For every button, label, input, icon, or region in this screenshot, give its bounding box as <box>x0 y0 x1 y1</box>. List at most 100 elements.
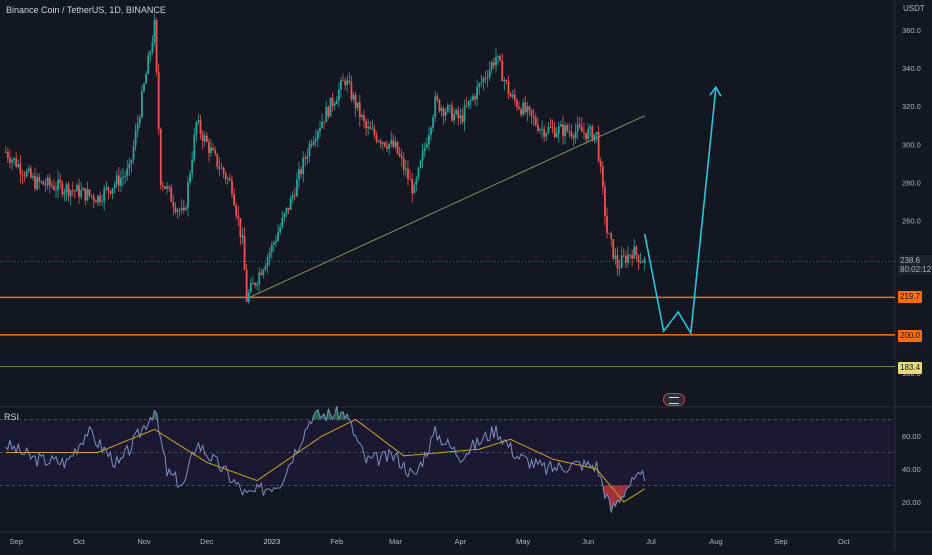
candle-body <box>90 195 93 197</box>
candle-body <box>293 195 296 197</box>
replay-badge-icon[interactable] <box>663 393 685 406</box>
candle-body <box>272 242 275 245</box>
candle-body <box>247 292 250 302</box>
candle-body <box>392 140 395 147</box>
candle-body <box>145 74 147 84</box>
candle-body <box>432 117 435 128</box>
time-tick-label: May <box>516 537 530 546</box>
candle-body <box>555 133 558 137</box>
candle-body <box>205 135 208 142</box>
bottom-level-tag: 183.4 <box>898 362 923 374</box>
candle-body <box>373 128 376 136</box>
candle-body <box>444 111 447 116</box>
candle-body <box>440 108 443 112</box>
candle-body <box>304 157 307 159</box>
candle-body <box>553 127 556 137</box>
candle-body <box>71 190 74 192</box>
candle-body <box>371 128 374 130</box>
candle-body <box>532 115 535 118</box>
candle-body <box>627 254 629 263</box>
candle-body <box>298 169 300 180</box>
time-tick-label: Nov <box>137 537 151 546</box>
candle-body <box>415 178 418 185</box>
candle-body <box>191 159 194 174</box>
candle-body <box>331 97 334 106</box>
candle-body <box>545 133 548 137</box>
candle-body <box>103 188 106 202</box>
candle-body <box>316 131 319 139</box>
candle-body <box>189 173 191 183</box>
candle-body <box>130 159 133 164</box>
candle-body <box>155 19 158 72</box>
candle-body <box>262 269 265 275</box>
candle-body <box>182 207 185 210</box>
candle-body <box>69 190 72 197</box>
support-upper-tag: 219.7 <box>898 291 923 303</box>
candle-body <box>176 209 179 212</box>
candle-body <box>258 272 261 285</box>
candle-body <box>560 124 562 127</box>
candle-body <box>107 187 110 191</box>
candle-body <box>210 147 212 153</box>
candle-body <box>9 158 11 163</box>
trend-line <box>246 115 645 300</box>
candle-body <box>344 80 347 86</box>
candle-body <box>342 80 344 81</box>
candle-body <box>270 244 273 253</box>
candle-body <box>153 19 156 43</box>
candle-body <box>551 127 554 129</box>
candle-body <box>381 142 384 144</box>
candle-body <box>216 153 219 167</box>
candle-body <box>134 130 137 147</box>
candle-body <box>335 100 338 104</box>
candle-body <box>637 255 640 263</box>
candle-body <box>409 178 411 180</box>
candle-body <box>197 120 200 123</box>
candle-body <box>641 261 644 263</box>
time-tick-label: Apr <box>455 537 467 546</box>
candle-body <box>337 89 340 101</box>
candle-body <box>547 127 550 134</box>
candle-body <box>566 125 569 132</box>
candle-body <box>394 141 397 147</box>
candle-body <box>245 269 248 302</box>
candle-body <box>528 106 531 110</box>
candle-body <box>44 184 47 186</box>
candle-body <box>80 190 83 198</box>
candle-body <box>143 83 145 92</box>
price-tick-label: 360.0 <box>902 26 921 35</box>
candle-body <box>105 187 108 189</box>
candle-body <box>172 201 175 208</box>
candle-body <box>518 107 520 110</box>
candle-body <box>111 188 114 194</box>
candle-body <box>101 201 103 203</box>
candle-body <box>27 168 30 172</box>
candle-body <box>239 217 242 238</box>
candle-body <box>147 55 150 75</box>
candle-body <box>428 134 430 145</box>
candle-body <box>157 71 160 130</box>
candle-body <box>260 272 263 275</box>
rsi-ma-line <box>5 418 645 503</box>
candle-body <box>220 167 223 169</box>
candle-body <box>228 178 231 181</box>
candle-body <box>212 147 215 151</box>
candle-body <box>4 151 7 153</box>
projection-arrow-head <box>709 85 722 97</box>
candle-body <box>57 179 60 190</box>
candle-body <box>117 175 120 186</box>
candle-body <box>534 117 537 125</box>
candle-body <box>283 213 286 218</box>
candle-body <box>400 155 403 159</box>
candle-body <box>78 185 80 198</box>
candle-body <box>308 143 311 157</box>
candle-body <box>53 186 55 190</box>
candle-body <box>287 207 290 210</box>
candle-body <box>17 164 20 167</box>
time-tick-label: Mar <box>389 537 402 546</box>
candle-body <box>159 129 162 185</box>
candle-body <box>463 105 466 122</box>
rsi-line <box>5 406 646 513</box>
